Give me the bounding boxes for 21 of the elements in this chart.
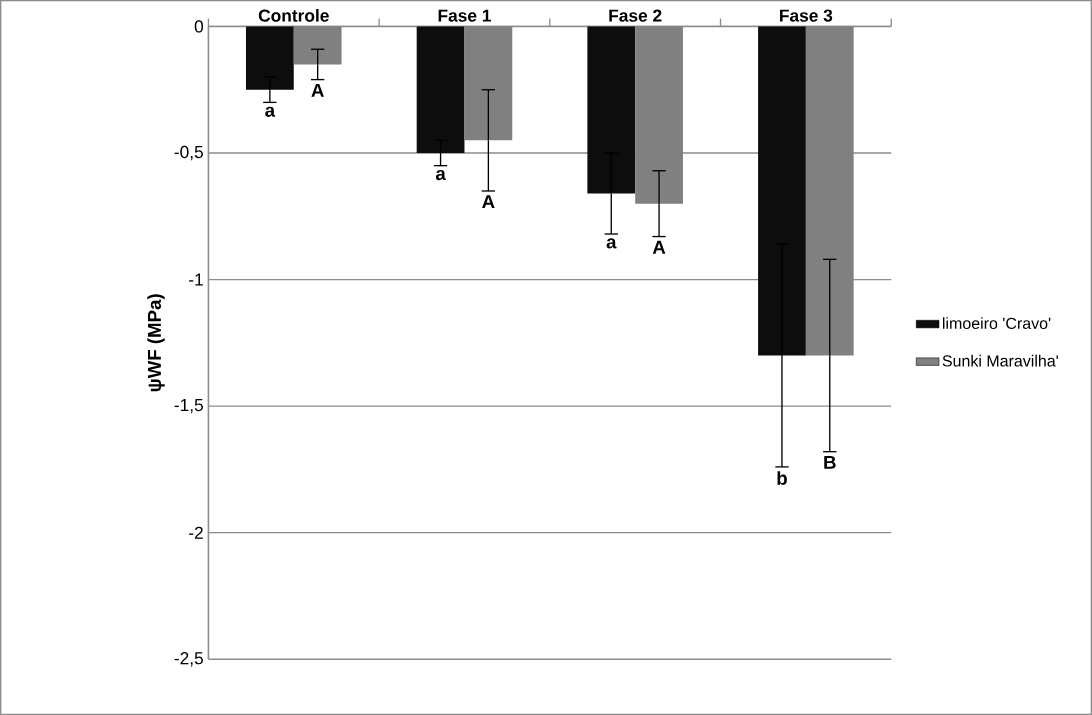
legend-label: Sunki Maravilha' xyxy=(942,354,1058,367)
annotation: A xyxy=(652,240,666,254)
x-tick-label: Fase 2 xyxy=(609,9,662,22)
annotation: a xyxy=(606,238,617,249)
x-tick-label: Fase 3 xyxy=(780,9,833,22)
annotation: B xyxy=(824,455,836,469)
x-tick-label: Controle xyxy=(258,8,329,22)
annotation: A xyxy=(311,83,324,97)
y-tick-label: -0,5 xyxy=(174,145,203,161)
annotation: b xyxy=(777,471,787,485)
annotation: A xyxy=(482,195,495,209)
legend-label: limoeiro 'Cravo' xyxy=(943,317,1051,329)
y-tick-label: -1 xyxy=(189,273,203,286)
y-tick-label: 0 xyxy=(194,20,204,33)
y-tick-label: -2,5 xyxy=(174,652,203,667)
y-tick-label: -1,5 xyxy=(174,399,203,414)
y-tick-label: -2 xyxy=(189,526,203,539)
annotation: a xyxy=(265,106,276,117)
annotation: a xyxy=(435,169,446,181)
x-tick-label: Fase 1 xyxy=(438,9,491,22)
y-axis-title: ψWF (MPa) xyxy=(147,294,165,392)
